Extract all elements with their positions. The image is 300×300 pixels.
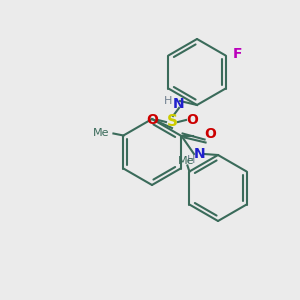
Text: S: S: [167, 115, 178, 130]
Text: O: O: [205, 127, 217, 140]
Text: N: N: [194, 147, 206, 161]
Text: N: N: [173, 97, 185, 111]
Text: Me: Me: [93, 128, 110, 139]
Text: H: H: [187, 155, 195, 165]
Text: Me: Me: [178, 157, 195, 166]
Text: O: O: [146, 113, 158, 127]
Text: O: O: [186, 113, 198, 127]
Text: H: H: [164, 96, 172, 106]
Text: F: F: [232, 46, 242, 61]
